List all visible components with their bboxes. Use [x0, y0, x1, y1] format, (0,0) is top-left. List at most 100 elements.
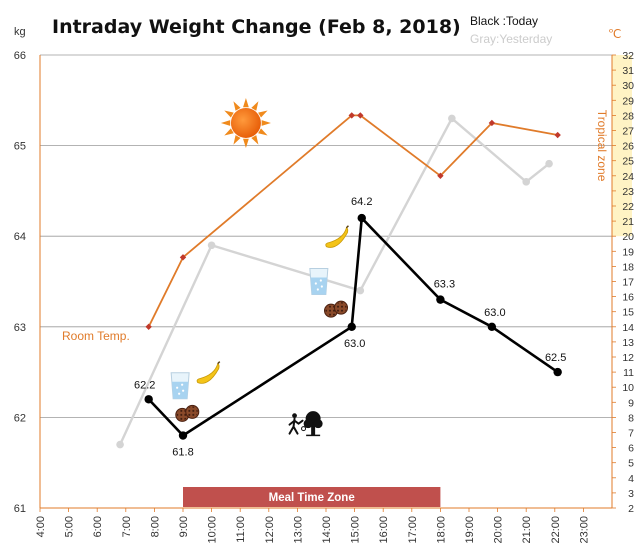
y-right-tick-label: 3: [628, 488, 634, 500]
meal-time-zone-label: Meal Time Zone: [269, 492, 355, 504]
glass-bubble: [316, 288, 319, 291]
glass-bubble: [319, 279, 322, 282]
cookies-icon: [175, 404, 200, 422]
x-tick-label: 16:00: [378, 516, 390, 544]
glass-bubble: [176, 386, 179, 389]
banana-stem: [345, 225, 349, 229]
glass-bubble: [314, 282, 317, 285]
yesterday-point: [116, 440, 124, 449]
today-point: [436, 295, 445, 304]
sun-ray: [224, 110, 234, 118]
y-right-tick-label: 6: [628, 443, 634, 455]
cookies-icon: [324, 300, 349, 318]
walker-head: [292, 413, 297, 419]
y-right-tick-label: 20: [622, 231, 634, 243]
x-tick-label: 8:00: [149, 516, 161, 537]
x-tick-label: 18:00: [435, 516, 447, 544]
y-right-ticks: 2345678910111213141516171819202122232425…: [612, 50, 634, 515]
glass-water: [310, 277, 328, 295]
x-tick-label: 6:00: [92, 516, 104, 537]
pictogram-layer: [170, 97, 349, 437]
room-temp-label: Room Temp.: [62, 329, 130, 343]
y-right-tick-label: 17: [622, 277, 634, 289]
today-data-label: 63.0: [484, 307, 505, 319]
sun-ray: [220, 120, 231, 126]
glass-bubble: [178, 392, 181, 395]
x-tick-label: 15:00: [350, 516, 362, 544]
x-tick-label: 14:00: [321, 516, 333, 544]
yesterday-line: [118, 117, 550, 446]
banana-icon: [196, 361, 221, 384]
y-right-unit: ℃: [608, 27, 621, 41]
glass-water: [171, 381, 189, 399]
today-point: [144, 395, 153, 404]
y-right-tick-label: 18: [622, 261, 634, 273]
x-tick-label: 12:00: [264, 516, 276, 544]
today-point: [487, 322, 497, 331]
tree-crown: [303, 419, 313, 429]
water-glass-icon: [170, 372, 190, 400]
gridlines: [40, 54, 612, 418]
yesterday-point: [545, 159, 553, 168]
y-right-tick-label: 12: [622, 352, 634, 364]
room-temp-point: [179, 254, 187, 261]
sun-ray: [258, 128, 268, 136]
banana-stem: [217, 361, 221, 365]
today-data-label: 61.8: [172, 447, 193, 459]
y-left-tick-label: 61: [14, 503, 26, 515]
banana-icon: [325, 225, 349, 248]
y-right-tick-label: 21: [622, 216, 634, 228]
x-tick-label: 13:00: [292, 516, 304, 544]
tropical-zone-label: Tropical zone: [595, 110, 609, 182]
x-tick-label: 17:00: [407, 516, 419, 544]
sun-ray: [233, 135, 241, 145]
x-tick-label: 9:00: [178, 516, 190, 537]
tree-trunk: [311, 424, 316, 436]
x-tick-label: 23:00: [578, 516, 590, 544]
today-data-label: 64.2: [351, 196, 372, 208]
y-right-tick-label: 13: [622, 337, 634, 349]
room-temp-point: [488, 119, 496, 127]
sun-icon: [220, 97, 271, 148]
cookie-chips: [335, 302, 347, 314]
x-tick-label: 22:00: [550, 516, 562, 544]
cookie-chips: [325, 305, 337, 317]
legend-today: Black :Today: [470, 14, 538, 28]
room-temp-point: [357, 112, 364, 119]
y-right-tick-label: 24: [622, 171, 634, 183]
walker-body: [288, 417, 304, 435]
y-left-ticks: 61 62 63 64 65 66: [14, 50, 26, 515]
sun-ray: [251, 101, 259, 111]
banana-body: [196, 363, 220, 384]
sun-ray: [261, 120, 271, 126]
today-point: [178, 431, 188, 440]
y-left-tick-label: 65: [14, 141, 26, 153]
yesterday-point: [207, 241, 216, 250]
x-tick-label: 4:00: [35, 516, 47, 537]
today-data-label: 63.3: [434, 279, 455, 291]
y-right-tick-label: 23: [622, 186, 634, 198]
y-right-tick-label: 25: [622, 156, 634, 168]
room-temp-point: [348, 112, 355, 119]
today-point: [553, 367, 562, 377]
y-right-tick-label: 28: [622, 110, 634, 122]
walking-person-icon: [288, 413, 307, 435]
banana-body: [325, 227, 349, 248]
room-temp-point: [554, 131, 561, 139]
y-right-tick-label: 10: [622, 382, 634, 394]
sun-ray: [251, 135, 259, 145]
meal-time-zone-bar: [183, 487, 441, 507]
y-right-tick-label: 7: [628, 428, 634, 440]
tree-icon: [303, 411, 323, 437]
glass-bubble: [182, 389, 185, 392]
tree-ground: [306, 434, 321, 437]
y-right-tick-label: 9: [628, 397, 634, 409]
tropical-zone-band: [612, 55, 632, 237]
x-ticks: 4:00 5:00 6:00 7:00 8:00 9:00 10:00 11:00 12:00 1…: [35, 508, 590, 544]
glass-bubble: [181, 383, 184, 386]
sun-ray: [224, 128, 234, 136]
y-right-tick-label: 30: [622, 80, 634, 92]
y-right-tick-label: 8: [628, 412, 634, 424]
y-right-tick-label: 22: [622, 201, 634, 213]
today-data-label: 62.2: [134, 379, 155, 391]
